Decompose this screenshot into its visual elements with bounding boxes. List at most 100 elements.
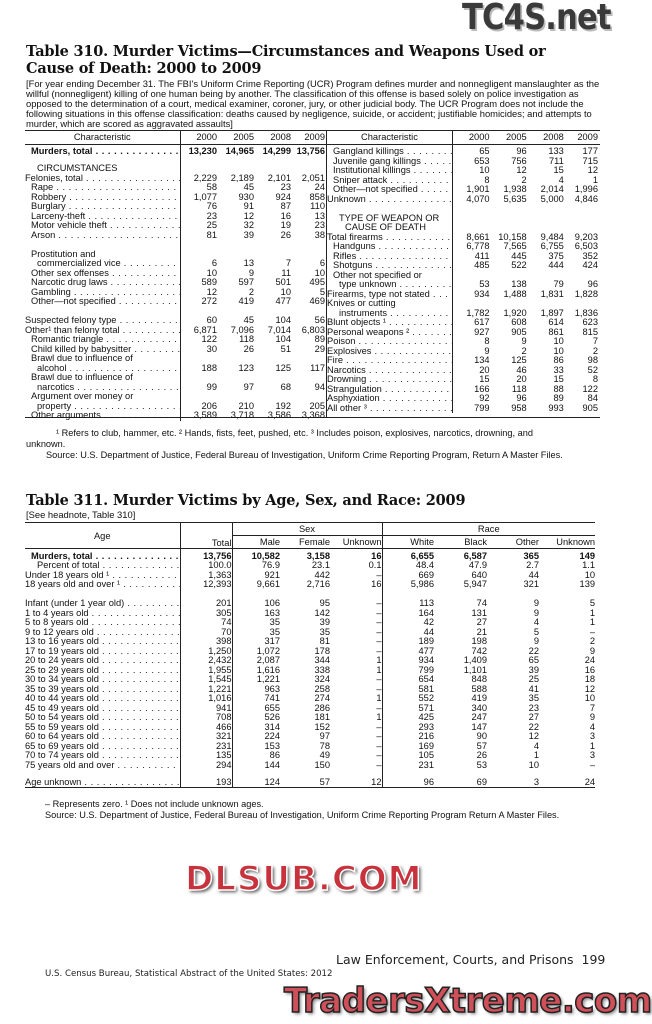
spacer	[25, 144, 181, 147]
cell-value: 495	[309, 278, 325, 287]
cell-value: 9	[589, 713, 596, 722]
cell-value: 58	[206, 183, 217, 192]
cell-value: 623	[582, 318, 598, 327]
cell-value: 177	[582, 147, 598, 156]
cell-value: 14,965	[225, 147, 254, 156]
cell-value: 60	[206, 316, 217, 325]
row-label: Brawl due to influence of	[25, 354, 181, 364]
cell-value: 741	[264, 694, 280, 703]
cell-value: 3	[533, 777, 540, 787]
cell-value	[487, 770, 539, 778]
cell-value: 205	[309, 401, 325, 411]
cell-value: –	[330, 646, 383, 656]
cell-value: 192	[275, 401, 291, 411]
cell-value: 1,938	[503, 185, 527, 194]
cell-value: 39	[243, 230, 254, 240]
row-label	[25, 240, 181, 250]
cell-value: 45	[243, 316, 254, 325]
cell-value: 522	[511, 261, 527, 270]
cell-value: 552	[418, 694, 435, 703]
table-row: Fire 134 125 86 98	[327, 356, 600, 366]
cell-value: 9,203	[574, 232, 598, 242]
cell-value	[564, 271, 600, 281]
table-row: Shotguns 485 522 444 424	[327, 261, 600, 271]
cell-value: 201	[180, 599, 233, 609]
cell-value: 963	[264, 684, 280, 694]
cell-value: 425	[418, 713, 435, 722]
cell-value	[452, 223, 489, 233]
cell-value: 711	[549, 156, 564, 166]
cell-value: 96	[423, 777, 435, 787]
cell-value	[254, 240, 291, 250]
col-header-total: Total	[180, 522, 233, 549]
cell-value: 581	[418, 684, 435, 694]
cell-value: –	[330, 599, 383, 609]
cell-value: 5,986	[410, 580, 435, 589]
cell-value: 144	[264, 760, 280, 770]
cell-value	[490, 299, 527, 309]
cell-value: 419	[471, 694, 488, 703]
row-label: alcohol	[25, 363, 181, 373]
cell-value: 53	[479, 280, 490, 289]
cell-value: 4	[558, 175, 564, 185]
cell-value: 445	[511, 251, 527, 261]
row-label: Percent of total	[25, 561, 181, 571]
col-header-unknown: Unknown	[330, 535, 383, 549]
cell-value: 4	[589, 722, 596, 732]
cell-value: 44	[528, 570, 540, 580]
cell-value: 23	[206, 211, 217, 221]
cell-value: 501	[275, 278, 291, 287]
cell-value: 5	[589, 599, 596, 608]
cell-value: 6,803	[301, 325, 325, 335]
cell-value: 1	[330, 713, 383, 723]
cell-value	[330, 589, 383, 599]
cell-value: 12	[584, 684, 596, 694]
cell-value: 1	[592, 175, 598, 185]
cell-value: 1	[589, 608, 596, 618]
cell-value: 88	[553, 384, 564, 394]
cell-value: 654	[418, 675, 435, 684]
row-label: Larceny-theft	[25, 211, 181, 221]
col-header-sex: Sex	[232, 522, 383, 536]
cell-value: 321	[523, 580, 540, 589]
cell-value: 653	[474, 156, 490, 166]
cell-value: 91	[243, 202, 254, 211]
cell-value: 258	[314, 684, 330, 694]
watermark-logo-top: TC4S.net	[462, 0, 612, 38]
row-label: All other ³	[327, 403, 453, 413]
cell-value: 8	[592, 375, 598, 384]
row-label: Romantic triangle	[25, 335, 181, 345]
cell-value: 340	[471, 703, 488, 713]
cell-value: 16	[330, 580, 383, 590]
row-label: Juvenile gang killings	[327, 156, 453, 166]
table-311-footnote: – Represents zero. ¹ Does not include un…	[45, 799, 264, 809]
cell-value: 321	[180, 732, 233, 742]
table-311-title: Table 311. Murder Victims by Age, Sex, a…	[26, 492, 466, 509]
cell-value: 2,229	[193, 173, 217, 183]
cell-value: 22	[528, 646, 540, 656]
col-header-race: Race	[382, 522, 596, 536]
blank-row	[327, 204, 600, 214]
cell-value: 526	[264, 713, 280, 722]
table-row: 18 years old and over ¹12,3939,6612,7161…	[25, 580, 595, 590]
cell-value: 198	[471, 637, 488, 646]
cell-value: 19	[280, 221, 291, 230]
cell-value: 94	[314, 382, 325, 392]
cell-value: 142	[314, 608, 330, 618]
table-row: Murders, total 13,230 14,965 14,299 13,756	[25, 147, 327, 157]
row-label: Rifles	[327, 251, 453, 261]
cell-value: 3,368	[301, 411, 325, 420]
blank-row	[25, 589, 595, 600]
cell-value: 477	[418, 646, 435, 656]
cell-value	[434, 590, 487, 600]
cell-value: 13,756	[180, 551, 233, 561]
cell-value: 188	[201, 363, 217, 373]
table-row: Brawl due to influence of	[25, 373, 327, 383]
row-label: Child killed by babysitter	[25, 344, 181, 354]
cell-value: 15	[479, 375, 490, 384]
cell-value: 669	[418, 570, 435, 580]
cell-value: 2	[589, 637, 596, 646]
cell-value: 13,230	[188, 147, 217, 156]
cell-value: –	[330, 741, 383, 751]
table-row: alcohol 188 123 125 117	[25, 363, 327, 373]
